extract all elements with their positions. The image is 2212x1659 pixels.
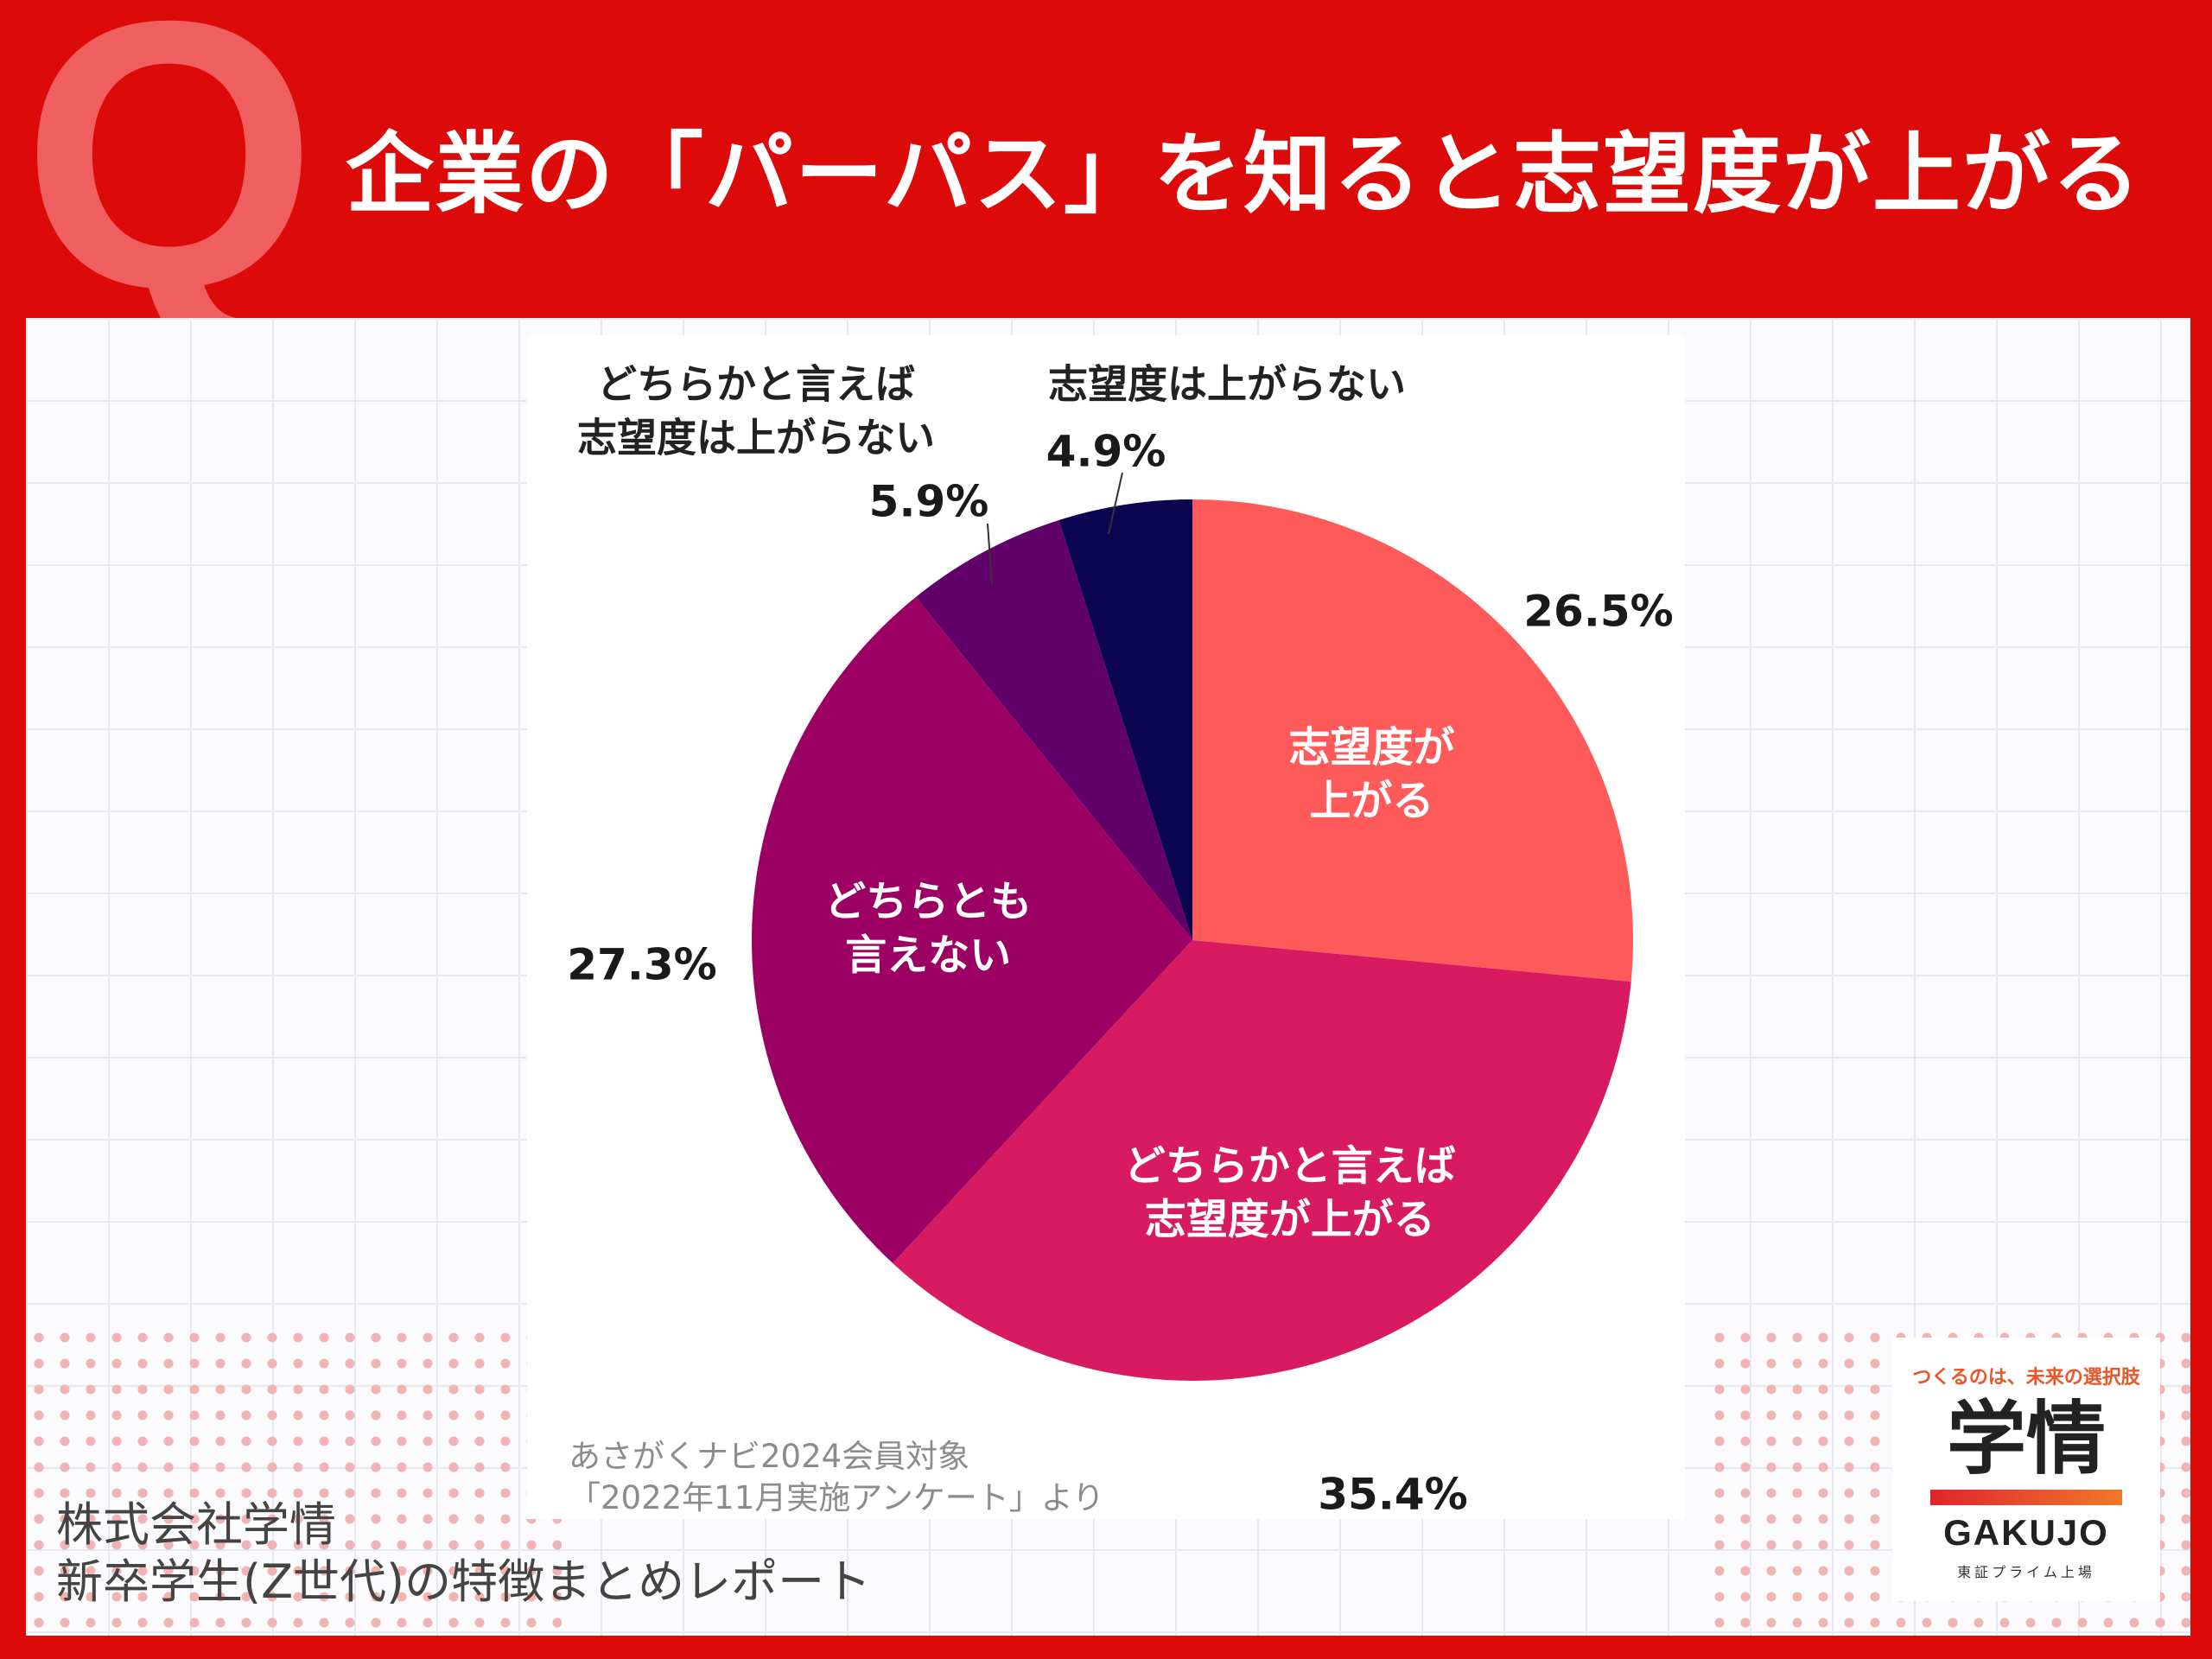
- slice-4-value-label: 5.9%: [869, 477, 989, 527]
- pie-slice-2: [893, 940, 1631, 1382]
- source-note: あさがくナビ2024会員対象 「2022年11月実施アンケート」より: [569, 1436, 1104, 1519]
- pie-slice-5: [1058, 499, 1192, 940]
- slice-5-leader-line: [1108, 472, 1123, 535]
- slice-2-value-label: 35.4%: [1318, 1470, 1467, 1520]
- slice-5-label-line-1: 志望度は上がらない: [1048, 361, 1406, 408]
- chart-card: 志望度が 上がる 26.5% どちらかと言えば 志望度が上がる 35.4% どちらとも 言えな…: [527, 335, 1685, 1519]
- q-mark: Q: [22, 0, 318, 367]
- page-title: 企業の「パーパス」を知ると志望度が上がる: [346, 124, 2142, 226]
- pie-slice-4: [915, 519, 1192, 940]
- logo-tagline: つくるのは、未来の選択肢: [1912, 1367, 2140, 1389]
- slice-3-label-line-1: どちらとも: [824, 877, 1032, 925]
- pie-chart: 志望度が上がる26.5%どちらかと言えば志望度が上がる35.4%どちらとも言えな…: [567, 361, 1673, 1520]
- logo-bar: [1930, 1490, 2122, 1505]
- logo-wordmark: GAKUJO: [1943, 1512, 2109, 1553]
- slice-5-value-label: 4.9%: [1046, 427, 1166, 477]
- pie-slice-3: [752, 596, 1192, 1263]
- slice-4-label-line-1: どちらかと言えば: [597, 361, 915, 408]
- slice-1-label-line-1: 志望度が: [1288, 723, 1454, 772]
- slice-4-leader-line: [987, 523, 993, 587]
- slice-2-label-line-2: 志望度が上がる: [1145, 1195, 1435, 1243]
- slice-1-value-label: 26.5%: [1523, 587, 1673, 637]
- footer-report-title: 新卒学生(Z世代)の特徴まとめレポート: [56, 1554, 872, 1609]
- slice-4-label-line-2: 志望度は上がらない: [577, 415, 935, 461]
- slice-1-label-line-2: 上がる: [1309, 777, 1433, 825]
- logo-mark: 学情: [1946, 1393, 2106, 1485]
- source-note-line-2: 「2022年11月実施アンケート」より: [569, 1479, 1105, 1516]
- slice-3-label-line-2: 言えない: [845, 931, 1011, 979]
- footer-credit: 株式会社学情 新卒学生(Z世代)の特徴まとめレポート: [56, 1497, 871, 1611]
- pie-slice-1: [1192, 499, 1633, 982]
- slice-3-value-label: 27.3%: [567, 940, 716, 990]
- gakujo-logo: つくるのは、未来の選択肢 学情 GAKUJO 東証プライム上場: [1892, 1338, 2160, 1601]
- footer-company: 株式会社学情: [56, 1497, 336, 1552]
- dot-pattern-left: [26, 1325, 562, 1636]
- logo-sub: 東証プライム上場: [1957, 1564, 2095, 1580]
- slice-2-label-line-1: どちらかと言えば: [1124, 1141, 1456, 1190]
- source-note-line-1: あさがくナビ2024会員対象: [569, 1438, 970, 1475]
